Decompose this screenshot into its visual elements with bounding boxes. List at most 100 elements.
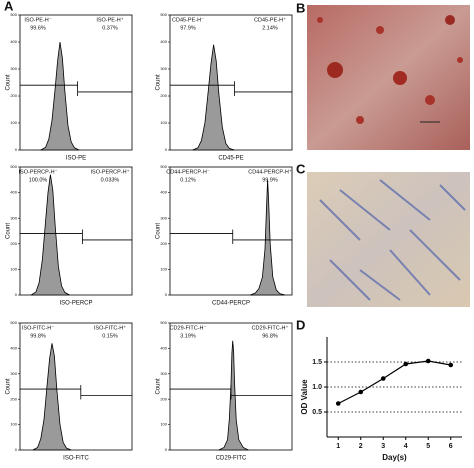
x-axis-label: ISO-PERCP bbox=[59, 301, 92, 307]
gate-label: CD45-PE-H⁻ bbox=[172, 17, 204, 23]
plot-frame bbox=[19, 322, 133, 451]
gate-percent: 99.9% bbox=[262, 177, 278, 183]
data-point bbox=[448, 362, 454, 368]
gate-percent: 3.19% bbox=[180, 333, 196, 339]
y-tick-label: 400 bbox=[10, 345, 17, 350]
y-axis-label: Count bbox=[6, 223, 12, 239]
histogram-area bbox=[32, 343, 72, 451]
plot-frame bbox=[19, 166, 133, 296]
gate-label: ISO-FITC-H⁺ bbox=[94, 324, 126, 331]
y-tick-label: 300 bbox=[10, 215, 17, 220]
gate-label: CD44-PERCP-H⁻ bbox=[166, 169, 210, 175]
y-tick-label: 500 bbox=[160, 320, 167, 325]
gate-label: CD44-PERCP-H⁺ bbox=[248, 168, 292, 175]
gate-label: ISO-PERCP-H⁺ bbox=[91, 168, 130, 175]
x-tick-label: 5 bbox=[426, 443, 430, 450]
y-tick-label: 500 bbox=[160, 12, 167, 17]
y-tick-label: 100 bbox=[10, 120, 17, 125]
image-b bbox=[307, 5, 470, 150]
y-tick-label: 300 bbox=[10, 371, 17, 376]
y-tick-label: 400 bbox=[160, 190, 167, 195]
x-tick-label: 2 bbox=[359, 443, 363, 450]
gate-label: CD45-PE-H⁺ bbox=[254, 16, 286, 23]
histogram-area bbox=[192, 44, 235, 151]
gate-label: CD29-FITC-H⁺ bbox=[252, 324, 289, 331]
y-tick-label: 400 bbox=[10, 190, 17, 195]
y-tick-label: 100 bbox=[160, 422, 167, 427]
y-tick-label: 100 bbox=[10, 422, 17, 427]
y-tick-label: 1.0 bbox=[312, 384, 322, 391]
y-axis-label: Count bbox=[156, 378, 162, 394]
y-tick-label: 100 bbox=[10, 266, 17, 271]
data-point bbox=[358, 389, 364, 395]
y-tick-label: 200 bbox=[10, 93, 17, 98]
panel-label: C bbox=[296, 161, 306, 176]
gate-percent: 0.15% bbox=[102, 333, 118, 339]
y-tick-label: 0 bbox=[15, 292, 18, 297]
y-tick-label: 500 bbox=[160, 164, 167, 169]
y-tick-label: 200 bbox=[160, 396, 167, 401]
y-tick-label: 0.5 bbox=[312, 409, 322, 416]
x-axis-label: ISO-FITC bbox=[63, 456, 89, 462]
x-tick-label: 4 bbox=[404, 443, 408, 450]
x-tick-label: 1 bbox=[336, 443, 340, 450]
y-axis-label: Count bbox=[6, 74, 12, 90]
plot-frame bbox=[19, 14, 133, 151]
y-tick-label: 0 bbox=[165, 292, 168, 297]
y-tick-label: 100 bbox=[160, 120, 167, 125]
histogram-area bbox=[250, 179, 286, 296]
image-c bbox=[307, 172, 470, 307]
y-tick-label: 400 bbox=[160, 345, 167, 350]
y-tick-label: 300 bbox=[160, 66, 167, 71]
y-tick-label: 0 bbox=[15, 147, 18, 152]
y-tick-label: 400 bbox=[10, 39, 17, 44]
gate-label: ISO-PE-H⁻ bbox=[24, 17, 51, 23]
panel-label: D bbox=[296, 317, 305, 332]
gate-percent: 97.9% bbox=[180, 25, 196, 31]
y-tick-label: 0 bbox=[165, 147, 168, 152]
panel-label: B bbox=[296, 0, 305, 15]
panel-label: A bbox=[4, 0, 14, 13]
data-point bbox=[335, 401, 341, 406]
gate-percent: 0.12% bbox=[180, 177, 196, 183]
y-tick-label: 0 bbox=[165, 447, 168, 452]
x-axis-label: CD45-PE bbox=[218, 156, 243, 162]
gate-label: CD29-FITC-H⁻ bbox=[170, 325, 207, 331]
y-tick-label: 300 bbox=[160, 371, 167, 376]
gate-percent: 100.0% bbox=[29, 177, 48, 183]
y-tick-label: 200 bbox=[10, 241, 17, 246]
x-axis-label: ISO-PE bbox=[66, 156, 86, 162]
y-tick-label: 200 bbox=[160, 241, 167, 246]
x-axis-label: Day(s) bbox=[382, 453, 407, 462]
x-tick-label: 6 bbox=[449, 443, 453, 450]
y-tick-label: 500 bbox=[10, 320, 17, 325]
y-tick-label: 500 bbox=[10, 12, 17, 17]
y-axis-label: Count bbox=[6, 378, 12, 394]
data-point bbox=[380, 376, 386, 381]
y-tick-label: 400 bbox=[160, 39, 167, 44]
histogram-area bbox=[29, 174, 70, 296]
gate-percent: 2.14% bbox=[262, 25, 278, 31]
y-tick-label: 100 bbox=[160, 266, 167, 271]
y-tick-label: 300 bbox=[10, 66, 17, 71]
y-tick-label: 1.5 bbox=[312, 359, 322, 366]
gate-percent: 0.37% bbox=[102, 25, 118, 31]
gate-label: ISO-PE-H⁺ bbox=[96, 16, 123, 23]
plot-frame bbox=[169, 166, 293, 296]
y-axis-label: Count bbox=[156, 74, 162, 90]
gate-percent: 99.8% bbox=[30, 333, 46, 339]
histogram-area bbox=[39, 41, 80, 151]
gate-label: ISO-PERCP-H⁻ bbox=[19, 169, 58, 175]
data-point bbox=[403, 361, 409, 367]
x-tick-label: 3 bbox=[381, 443, 385, 450]
y-tick-label: 500 bbox=[10, 164, 17, 169]
x-axis-label: CD44-PERCP bbox=[212, 301, 250, 307]
y-tick-label: 200 bbox=[10, 396, 17, 401]
y-tick-label: 300 bbox=[160, 215, 167, 220]
plot-frame bbox=[169, 14, 293, 151]
y-tick-label: 0 bbox=[15, 447, 18, 452]
y-axis-label: Count bbox=[156, 223, 162, 239]
gate-percent: 0.033% bbox=[101, 177, 120, 183]
gate-label: ISO-FITC-H⁻ bbox=[22, 325, 54, 331]
